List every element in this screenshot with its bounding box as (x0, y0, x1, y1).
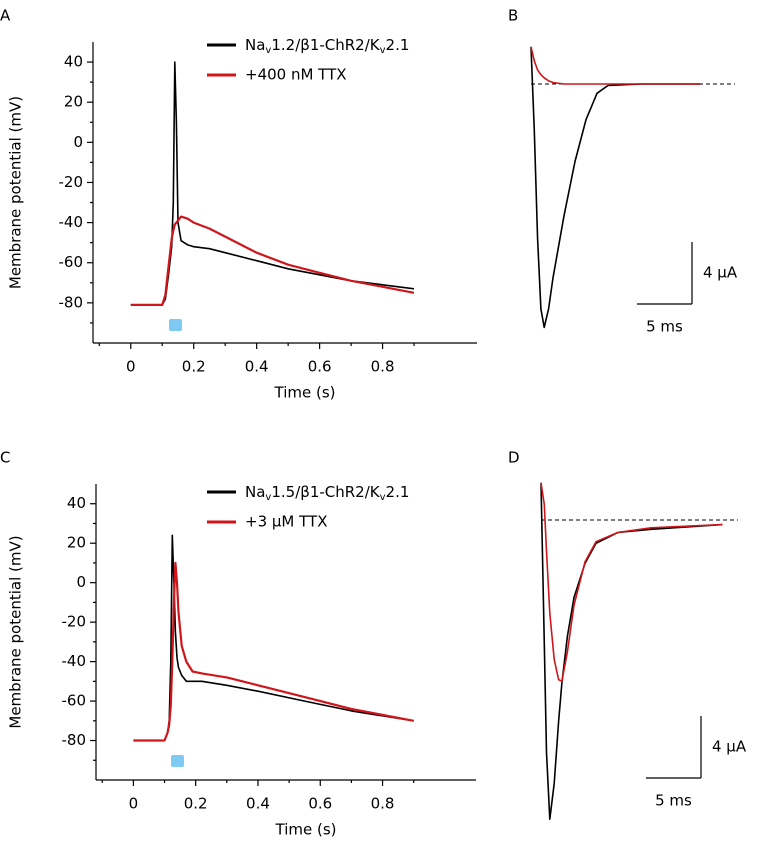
trace-line (130, 61, 415, 306)
current-trace (540, 482, 723, 682)
y-tick-label: -40 (62, 652, 87, 670)
x-tick-label: 0.2 (184, 795, 208, 813)
y-tick-label: 0 (76, 573, 86, 591)
y-axis-label: Membrane potential (mV) (7, 535, 25, 728)
x-tick-label: 0 (129, 795, 139, 813)
x-tick-label: 0.4 (246, 795, 270, 813)
panel-letter: A (0, 7, 11, 25)
trace-line (130, 215, 415, 306)
light-stimulus (171, 755, 184, 767)
legend-label: +3 µM TTX (245, 513, 327, 531)
panel-letter: B (508, 7, 518, 25)
y-tick-label: 20 (67, 534, 86, 552)
panel-letter: D (508, 449, 520, 467)
current-trace (530, 46, 701, 85)
y-tick-label: 40 (64, 53, 83, 71)
light-stimulus (169, 319, 182, 331)
y-tick-label: -20 (59, 173, 84, 191)
y-tick-label: 40 (67, 494, 86, 512)
scale-bar-x-label: 5 ms (655, 792, 692, 810)
y-tick-label: -20 (62, 613, 87, 631)
panel-letter: C (0, 449, 10, 467)
x-tick-label: 0 (126, 358, 136, 376)
legend-label: Nav1.5/β1-ChR2/Kv2.1 (245, 483, 409, 504)
y-tick-label: -80 (62, 731, 87, 749)
y-tick-label: -40 (59, 213, 84, 231)
x-axis-label: Time (s) (275, 821, 337, 839)
y-tick-label: -80 (59, 293, 84, 311)
legend-label: Nav1.2/β1-ChR2/Kv2.1 (245, 36, 409, 57)
legend-label: +400 nM TTX (245, 66, 347, 84)
current-trace (530, 46, 701, 329)
scale-bar-x-label: 5 ms (646, 318, 683, 336)
x-axis-label: Time (s) (274, 384, 336, 402)
x-tick-label: 0.6 (308, 358, 332, 376)
y-tick-label: 0 (73, 133, 83, 151)
y-axis-label: Membrane potential (mV) (7, 96, 25, 289)
y-tick-label: -60 (59, 253, 84, 271)
scale-bar-y-label: 4 µA (703, 264, 738, 282)
x-tick-label: 0.8 (371, 795, 395, 813)
y-tick-label: -60 (62, 692, 87, 710)
x-tick-label: 0.4 (245, 358, 269, 376)
x-tick-label: 0.8 (371, 358, 395, 376)
y-tick-label: 20 (64, 93, 83, 111)
trace-line (133, 561, 414, 742)
scale-bar-y-label: 4 µA (712, 738, 747, 756)
x-tick-label: 0.2 (182, 358, 206, 376)
x-tick-label: 0.6 (308, 795, 332, 813)
